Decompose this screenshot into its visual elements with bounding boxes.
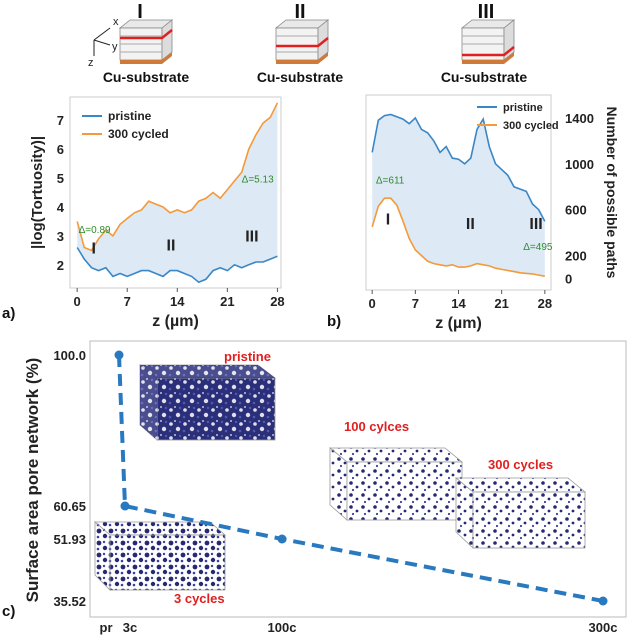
schematic-I-substrate: Cu-substrate	[103, 69, 190, 85]
b-y-tick-label: 1400	[565, 111, 594, 126]
a-y-tick-label: 3	[57, 229, 64, 244]
a-annotation-2: I	[91, 240, 95, 257]
a-series-300-cycled-line	[76, 102, 279, 252]
b-x-tick-label: 21	[494, 296, 508, 311]
a-annotation-4: III	[245, 229, 258, 246]
b-annotation-1: Δ=495	[523, 242, 553, 253]
chart-c-x-tick-label: 100c	[268, 620, 297, 635]
b-annotation-2: I	[386, 212, 390, 229]
axis-label-z: z	[88, 57, 94, 69]
a-fill-between	[77, 102, 278, 283]
a-annotation-0: Δ=0.89	[79, 225, 111, 236]
chart-c-x-tick-label: 3c	[123, 620, 137, 635]
chart-c-y-axis-label: Surface area pore network (%)	[23, 358, 42, 603]
axis-label-x: x	[113, 16, 119, 28]
b-series-pristine-line	[371, 113, 546, 222]
schematic-III	[460, 19, 516, 64]
a-x-tick-label: 0	[74, 294, 81, 309]
a-annotation-1: Δ=5.13	[242, 174, 274, 185]
b-x-tick-label: 0	[369, 296, 376, 311]
chart-c-y-tick-label: 35.52	[53, 594, 86, 609]
chart-c-y-tick-label: 51.93	[53, 532, 86, 547]
chart-c-series-line	[117, 354, 604, 603]
schematic-II-substrate: Cu-substrate	[257, 69, 344, 85]
a-y-tick-label: 7	[57, 113, 64, 128]
a-x-tick-label: 21	[220, 294, 234, 309]
b-y-tick-label: 600	[565, 203, 587, 218]
a-y-tick-label: 6	[57, 142, 64, 157]
chart-c-point-2	[277, 534, 287, 544]
a-x-tick-label: 14	[170, 294, 185, 309]
panel-label-a: a)	[2, 305, 15, 322]
inset-label-3-cycles: 3 cycles	[174, 591, 225, 606]
panel-label-c: c)	[2, 603, 15, 620]
a-x-tick-label: 7	[124, 294, 131, 309]
b-y-tick-label: 1000	[565, 157, 594, 172]
schematic-I-roman: I	[137, 1, 143, 23]
a-y-tick-label: 4	[57, 200, 65, 215]
a-x-tick-label: 28	[270, 294, 284, 309]
chart-c-point-0	[114, 350, 124, 360]
inset-render-pristine	[138, 364, 277, 441]
b-annotation-3: II	[466, 216, 475, 233]
b-fill-between	[372, 114, 545, 277]
chart-c-y-tick-label: 60.65	[53, 499, 86, 514]
chart-a: 0 7 14 21 28 2 3 4 5 6 7 z (µm) |log(Tortuosity)| pri…	[29, 96, 285, 330]
b-legend-label-pristine: pristine	[503, 102, 543, 114]
inset-render-300-cycles	[454, 477, 587, 549]
schematic-III-roman: III	[478, 1, 495, 23]
b-x-tick-label: 28	[538, 296, 552, 311]
schematic-III-substrate: Cu-substrate	[441, 69, 528, 85]
b-series-300-cycled-line	[371, 197, 545, 277]
chart-c-x-tick-label: pr	[100, 620, 113, 635]
inset-render-3-cycles	[93, 521, 227, 591]
chart-c: pristine 3 cycles 100 cylces 300 cycles …	[23, 340, 627, 635]
a-series-pristine-line	[76, 247, 278, 284]
inset-render-100-cycles	[328, 447, 464, 521]
inset-label-300-cycles: 300 cycles	[488, 457, 553, 472]
chart-c-x-tick-label: 300c	[589, 620, 618, 635]
b-annotation-4: III	[529, 216, 542, 233]
a-y-axis-label: |log(Tortuosity)|	[29, 136, 46, 249]
b-x-axis-label: z (µm)	[435, 315, 482, 332]
a-legend-label-pristine: pristine	[108, 109, 152, 123]
schematic-I	[118, 19, 174, 64]
chart-c-point-3	[598, 596, 608, 606]
chart-c-point-1	[120, 501, 130, 511]
schematic-II	[274, 19, 330, 64]
axis-label-y: y	[112, 41, 118, 53]
b-y-tick-label: 200	[565, 249, 587, 264]
schematic-II-roman: II	[294, 1, 305, 23]
a-y-tick-label: 5	[57, 171, 64, 186]
a-y-tick-label: 2	[57, 258, 64, 273]
b-x-tick-label: 14	[451, 296, 466, 311]
a-annotation-3: II	[167, 237, 176, 254]
chart-b: 0 7 14 21 28 0 200 600 1000 1400 z (µm) Number of p…	[365, 94, 620, 332]
b-annotation-0: Δ=611	[376, 175, 405, 186]
inset-label-pristine: pristine	[224, 349, 271, 364]
a-x-axis-label: z (µm)	[152, 313, 199, 330]
b-x-tick-label: 7	[412, 296, 419, 311]
b-legend-label-300-cycled: 300 cycled	[503, 120, 559, 132]
a-legend-label-300-cycled: 300 cycled	[108, 127, 169, 141]
chart-c-frame	[89, 340, 627, 618]
inset-label-100-cycles: 100 cylces	[344, 419, 409, 434]
panel-label-b: b)	[327, 313, 341, 330]
b-y-axis-label: Number of possible paths	[604, 107, 620, 279]
chart-c-y-tick-label: 100.0	[53, 348, 86, 363]
b-y-tick-label: 0	[565, 272, 572, 287]
schematic-axes	[93, 27, 111, 56]
